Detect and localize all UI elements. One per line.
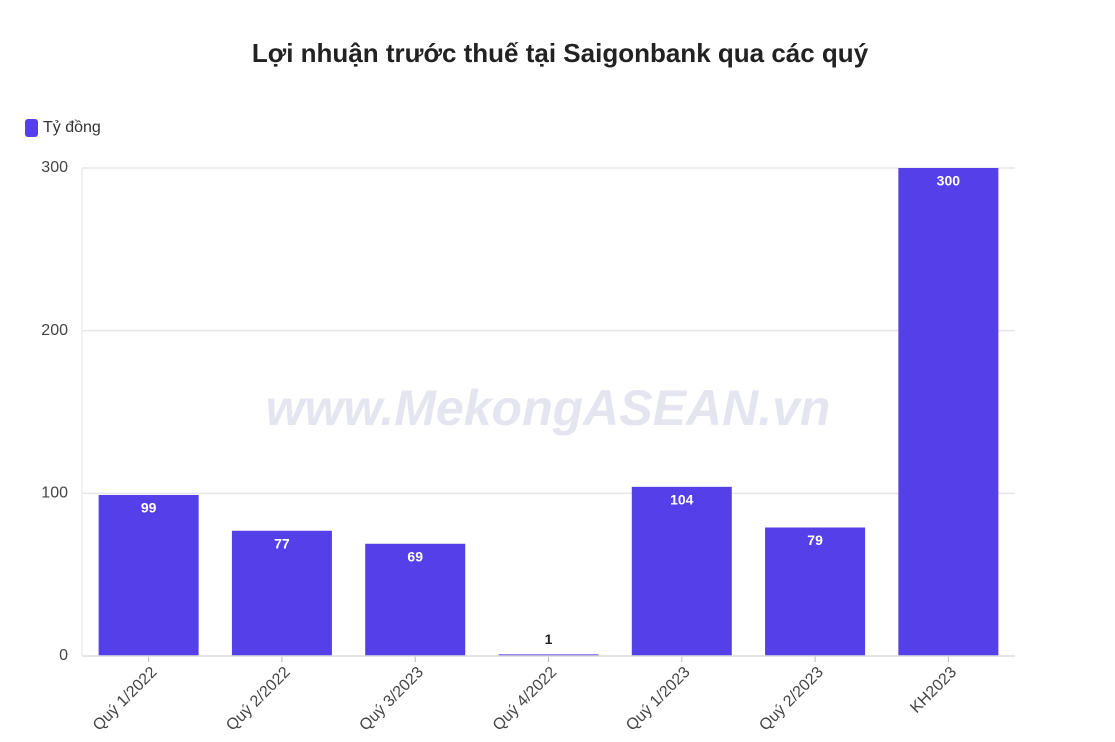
value-label: 1 (545, 631, 553, 647)
bar (498, 654, 599, 656)
bar (98, 494, 199, 656)
value-label: 300 (937, 173, 961, 189)
bar (765, 527, 866, 656)
x-tick-label: Quý 1/2022 (90, 664, 161, 735)
chart-title: Lợi nhuận trước thuế tại Saigonbank qua … (252, 38, 869, 68)
value-label: 99 (141, 500, 157, 516)
value-label: 77 (274, 535, 290, 551)
legend-swatch (25, 119, 38, 137)
value-label: 79 (807, 532, 823, 548)
bar (631, 486, 732, 656)
x-tick-label: Quý 4/2022 (490, 664, 561, 735)
y-tick-label: 200 (41, 322, 68, 339)
x-tick-label: Quý 2/2023 (756, 664, 827, 735)
legend-label: Tỷ đồng (43, 119, 101, 136)
x-tick-label: Quý 1/2023 (623, 664, 694, 735)
watermark: www.MekongASEAN.vn (266, 380, 831, 436)
x-tick-label: KH2023 (907, 664, 960, 717)
x-tick-label: Quý 3/2023 (357, 664, 428, 735)
value-label: 69 (407, 548, 423, 564)
y-tick-label: 0 (59, 647, 68, 664)
y-tick-label: 300 (41, 159, 68, 176)
bar (898, 168, 999, 656)
bar (231, 530, 332, 656)
x-tick-label: Quý 2/2022 (223, 664, 294, 735)
bar (365, 543, 466, 656)
y-tick-label: 100 (41, 485, 68, 502)
value-label: 104 (670, 492, 694, 508)
